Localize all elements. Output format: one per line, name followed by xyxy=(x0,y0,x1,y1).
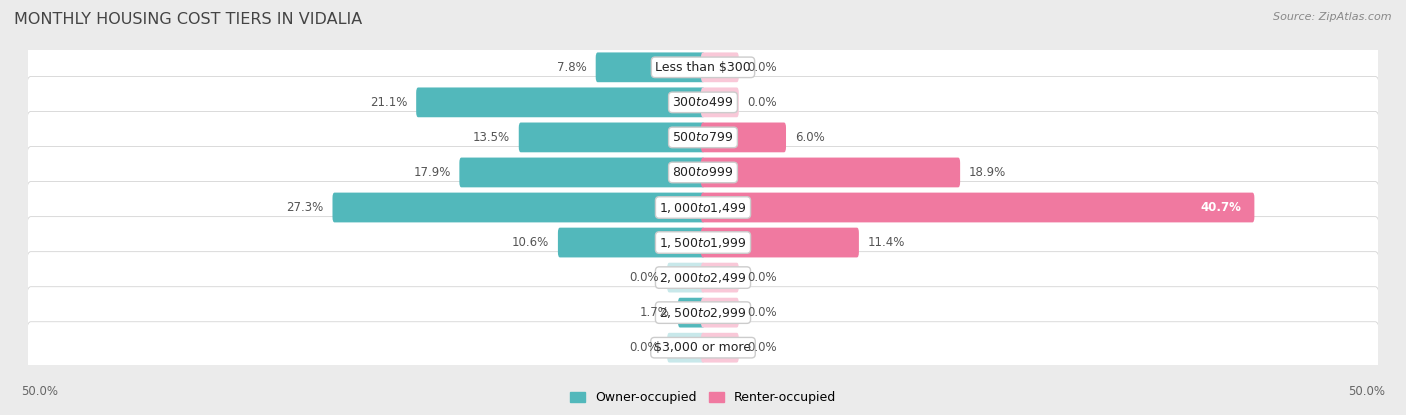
Text: $1,000 to $1,499: $1,000 to $1,499 xyxy=(659,200,747,215)
FancyBboxPatch shape xyxy=(27,251,1379,303)
Text: 11.4%: 11.4% xyxy=(868,236,905,249)
Text: 0.0%: 0.0% xyxy=(628,271,658,284)
Text: 0.0%: 0.0% xyxy=(748,271,778,284)
FancyBboxPatch shape xyxy=(702,158,960,187)
FancyBboxPatch shape xyxy=(558,228,704,257)
Text: 6.0%: 6.0% xyxy=(794,131,824,144)
Text: 40.7%: 40.7% xyxy=(1201,201,1241,214)
FancyBboxPatch shape xyxy=(519,122,704,152)
FancyBboxPatch shape xyxy=(702,52,738,82)
Text: $300 to $499: $300 to $499 xyxy=(672,96,734,109)
Text: $800 to $999: $800 to $999 xyxy=(672,166,734,179)
FancyBboxPatch shape xyxy=(460,158,704,187)
Text: 50.0%: 50.0% xyxy=(21,386,58,398)
Text: $2,500 to $2,999: $2,500 to $2,999 xyxy=(659,305,747,320)
FancyBboxPatch shape xyxy=(702,88,738,117)
FancyBboxPatch shape xyxy=(702,122,786,152)
FancyBboxPatch shape xyxy=(702,298,738,327)
Text: $500 to $799: $500 to $799 xyxy=(672,131,734,144)
Text: 27.3%: 27.3% xyxy=(287,201,323,214)
Text: Source: ZipAtlas.com: Source: ZipAtlas.com xyxy=(1274,12,1392,22)
Text: 21.1%: 21.1% xyxy=(370,96,408,109)
Text: 1.7%: 1.7% xyxy=(640,306,669,319)
Text: 18.9%: 18.9% xyxy=(969,166,1007,179)
FancyBboxPatch shape xyxy=(27,322,1379,374)
FancyBboxPatch shape xyxy=(27,42,1379,93)
FancyBboxPatch shape xyxy=(416,88,704,117)
Text: 0.0%: 0.0% xyxy=(628,341,658,354)
Text: 0.0%: 0.0% xyxy=(748,306,778,319)
Legend: Owner-occupied, Renter-occupied: Owner-occupied, Renter-occupied xyxy=(565,386,841,410)
FancyBboxPatch shape xyxy=(27,217,1379,269)
FancyBboxPatch shape xyxy=(27,76,1379,128)
FancyBboxPatch shape xyxy=(702,263,738,293)
Text: MONTHLY HOUSING COST TIERS IN VIDALIA: MONTHLY HOUSING COST TIERS IN VIDALIA xyxy=(14,12,363,27)
FancyBboxPatch shape xyxy=(702,193,1254,222)
Text: 17.9%: 17.9% xyxy=(413,166,450,179)
Text: 0.0%: 0.0% xyxy=(748,61,778,74)
Text: Less than $300: Less than $300 xyxy=(655,61,751,74)
FancyBboxPatch shape xyxy=(668,333,704,363)
Text: $3,000 or more: $3,000 or more xyxy=(655,341,751,354)
FancyBboxPatch shape xyxy=(27,112,1379,164)
Text: 13.5%: 13.5% xyxy=(472,131,510,144)
Text: 0.0%: 0.0% xyxy=(748,341,778,354)
FancyBboxPatch shape xyxy=(27,287,1379,339)
FancyBboxPatch shape xyxy=(678,298,704,327)
Text: 10.6%: 10.6% xyxy=(512,236,550,249)
Text: 7.8%: 7.8% xyxy=(557,61,586,74)
FancyBboxPatch shape xyxy=(702,228,859,257)
Text: $2,000 to $2,499: $2,000 to $2,499 xyxy=(659,271,747,285)
FancyBboxPatch shape xyxy=(596,52,704,82)
FancyBboxPatch shape xyxy=(668,263,704,293)
FancyBboxPatch shape xyxy=(27,182,1379,233)
FancyBboxPatch shape xyxy=(27,146,1379,198)
Text: 0.0%: 0.0% xyxy=(748,96,778,109)
FancyBboxPatch shape xyxy=(332,193,704,222)
FancyBboxPatch shape xyxy=(702,333,738,363)
Text: 50.0%: 50.0% xyxy=(1348,386,1385,398)
Text: $1,500 to $1,999: $1,500 to $1,999 xyxy=(659,236,747,249)
